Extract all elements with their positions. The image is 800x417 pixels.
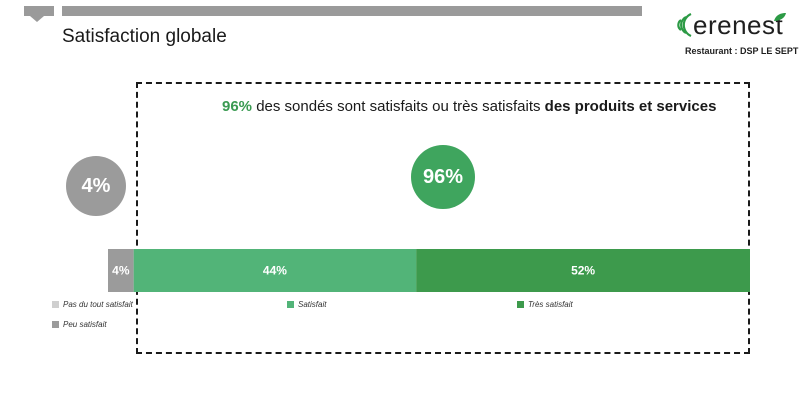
legend-item-tres-satisfait: Très satisfait (517, 300, 573, 309)
stacked-bar-chart: 4% 44% 52% (108, 249, 750, 292)
headline-bold-text: des produits et services (544, 98, 717, 115)
serenest-logo: erenest Restaurant : DSP LE SEPT (673, 4, 798, 62)
headline: 96% des sondés sont satisfaits ou très s… (222, 98, 716, 115)
header-tab-notch (30, 16, 44, 22)
header-tab-decoration (24, 6, 54, 16)
satisfied-circle: 96% (411, 145, 475, 209)
unsatisfied-circle: 4% (66, 156, 126, 216)
bar-label-peu-satisfait: 4% (112, 264, 130, 278)
legend-swatch (52, 321, 59, 328)
signal-waves-icon (677, 12, 692, 38)
bar-segment-tres-satisfait (416, 249, 750, 292)
bar-segment-satisfait (133, 249, 417, 292)
legend-swatch (287, 301, 294, 308)
headline-text: des sondés sont satisfaits ou très satis… (252, 98, 545, 115)
legend-label: Satisfait (298, 300, 327, 309)
header-bar-decoration (62, 6, 642, 16)
legend-item-peu-satisfait: Peu satisfait (52, 320, 107, 329)
focus-frame (136, 82, 750, 354)
headline-percent: 96% (222, 98, 253, 115)
bar-label-tres-satisfait: 52% (571, 264, 595, 278)
bar-label-satisfait: 44% (263, 264, 287, 278)
legend-label: Pas du tout satisfait (63, 300, 133, 309)
legend-item-satisfait: Satisfait (287, 300, 326, 309)
restaurant-label: Restaurant : DSP LE SEPT (685, 46, 799, 56)
page-title: Satisfaction globale (62, 26, 227, 47)
legend-label: Peu satisfait (63, 320, 107, 329)
bar-segment-peu-satisfait (108, 249, 134, 292)
legend-swatch (52, 301, 59, 308)
legend-item-pas-du-tout: Pas du tout satisfait (52, 300, 133, 309)
legend-label: Très satisfait (528, 300, 573, 309)
logo-wordmark: erenest (693, 10, 784, 40)
leaf-icon (774, 13, 786, 21)
legend-swatch (517, 301, 524, 308)
